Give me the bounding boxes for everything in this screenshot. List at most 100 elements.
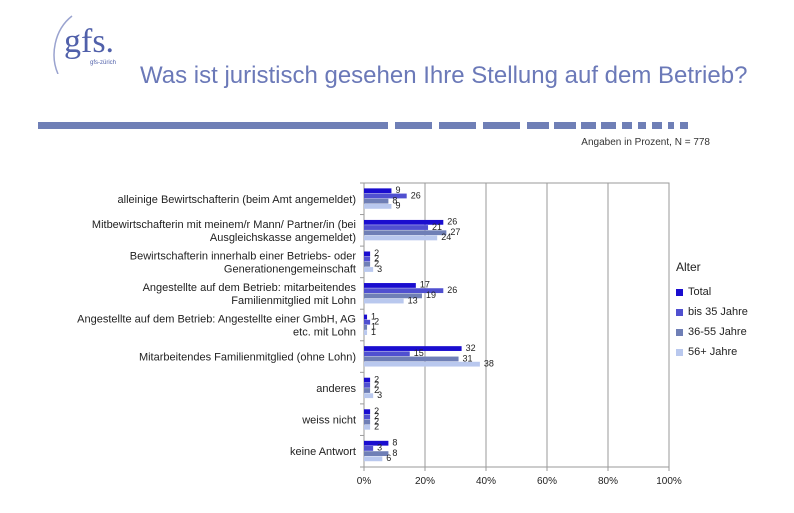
legend-swatch	[676, 288, 683, 296]
bar	[364, 351, 410, 357]
bar	[364, 288, 444, 294]
legend-swatch	[676, 328, 683, 336]
bar	[364, 219, 444, 225]
gfs-logo: gfs. gfs-zürich	[53, 15, 116, 74]
data-label: 2	[374, 317, 379, 327]
legend: Alter Total bis 35 Jahre 36-55 Jahre 56+…	[676, 260, 748, 362]
category-label: keine Antwort	[290, 446, 356, 458]
legend-swatch	[676, 348, 683, 356]
category-label: Familienmitglied mit Lohn	[231, 295, 356, 307]
legend-item-56-plus: 56+ Jahre	[676, 342, 748, 362]
data-label: 3	[377, 390, 382, 400]
data-label: 2	[374, 385, 379, 395]
data-label: 31	[463, 353, 473, 363]
data-label: 3	[377, 264, 382, 274]
category-label: Mitbewirtschafterin mit meinem/r Mann/ P…	[92, 219, 356, 231]
bar	[364, 388, 371, 393]
data-label: 19	[426, 290, 436, 300]
x-tick-label: 80%	[598, 476, 618, 487]
category-label: Bewirtschafterin innerhalb einer Betrieb…	[130, 250, 357, 262]
logo-text: gfs.	[64, 23, 114, 60]
data-label: 38	[484, 358, 494, 368]
x-tick-label: 40%	[476, 476, 496, 487]
category-label: Angestellte auf dem Betrieb: Angestellte…	[77, 314, 356, 326]
bar	[364, 256, 371, 262]
bar	[364, 198, 389, 204]
data-label: 2	[374, 248, 379, 258]
legend-title: Alter	[676, 260, 701, 274]
x-tick-label: 100%	[656, 476, 682, 487]
bar	[364, 409, 371, 415]
data-label: 1	[371, 311, 376, 321]
bar	[364, 235, 438, 241]
data-label: 9	[395, 185, 400, 195]
category-label: alleinige Bewirtschafterin (beim Amt ang…	[118, 194, 356, 206]
legend-swatch	[676, 308, 683, 316]
legend-label: 36-55 Jahre	[688, 326, 747, 338]
data-label: 24	[441, 232, 451, 242]
bar	[364, 419, 371, 425]
data-label: 2	[374, 406, 379, 416]
bar	[364, 361, 480, 367]
legend-item-36-55: 36-55 Jahre	[676, 322, 748, 342]
data-label: 26	[411, 190, 421, 200]
data-label: 1	[371, 327, 376, 337]
data-label: 2	[374, 416, 379, 426]
data-label: 2	[374, 380, 379, 390]
x-tick-label: 60%	[537, 476, 557, 487]
bar	[364, 377, 371, 383]
data-label: 8	[392, 195, 397, 205]
category-label: Mitarbeitendes Familienmitglied (ohne Lo…	[139, 352, 356, 364]
data-label: 8	[392, 438, 397, 448]
bar	[364, 251, 371, 257]
data-label: 17	[420, 280, 430, 290]
data-label: 2	[374, 422, 379, 432]
x-tick-label: 20%	[415, 476, 435, 487]
bar	[364, 456, 383, 462]
data-label: 15	[414, 348, 424, 358]
category-label: etc. mit Lohn	[293, 327, 356, 339]
data-label: 26	[447, 285, 457, 295]
bar	[364, 414, 371, 420]
bar	[364, 346, 462, 351]
data-label: 26	[447, 217, 457, 227]
category-label: weiss nicht	[301, 415, 356, 427]
category-label: Ausgleichskasse angemeldet)	[210, 232, 356, 244]
bar	[364, 446, 374, 451]
bar	[364, 330, 368, 335]
data-label: 2	[374, 374, 379, 384]
bar	[364, 267, 374, 272]
bar	[364, 314, 368, 320]
category-label: Generationengemeinschaft	[224, 263, 356, 275]
data-label: 2	[374, 253, 379, 263]
data-label: 32	[466, 343, 476, 353]
data-label: 8	[392, 448, 397, 458]
bar	[364, 424, 371, 430]
legend-item-bis-35: bis 35 Jahre	[676, 302, 748, 322]
bar	[364, 393, 374, 399]
category-label: Angestellte auf dem Betrieb: mitarbeiten…	[143, 282, 357, 294]
bar	[364, 325, 368, 330]
bar	[364, 440, 389, 446]
data-label: 13	[408, 295, 418, 305]
data-label: 9	[395, 201, 400, 211]
data-label: 1	[371, 322, 376, 332]
logo-subtext: gfs-zürich	[90, 60, 116, 66]
bar	[364, 188, 392, 194]
bar	[364, 356, 459, 362]
bar	[364, 283, 416, 288]
page-title: Was ist juristisch gesehen Ihre Stellung…	[140, 62, 748, 89]
bar	[364, 261, 371, 267]
legend-item-total: Total	[676, 282, 748, 302]
sample-note: Angaben in Prozent, N = 778	[581, 137, 710, 148]
data-label: 2	[374, 259, 379, 269]
x-tick-label: 0%	[357, 476, 372, 487]
data-label: 27	[450, 227, 460, 237]
data-label: 6	[386, 453, 391, 463]
bar	[364, 298, 404, 304]
data-label: 3	[377, 443, 382, 453]
bar	[364, 203, 392, 209]
legend-label: Total	[688, 286, 712, 298]
bar	[364, 382, 371, 388]
